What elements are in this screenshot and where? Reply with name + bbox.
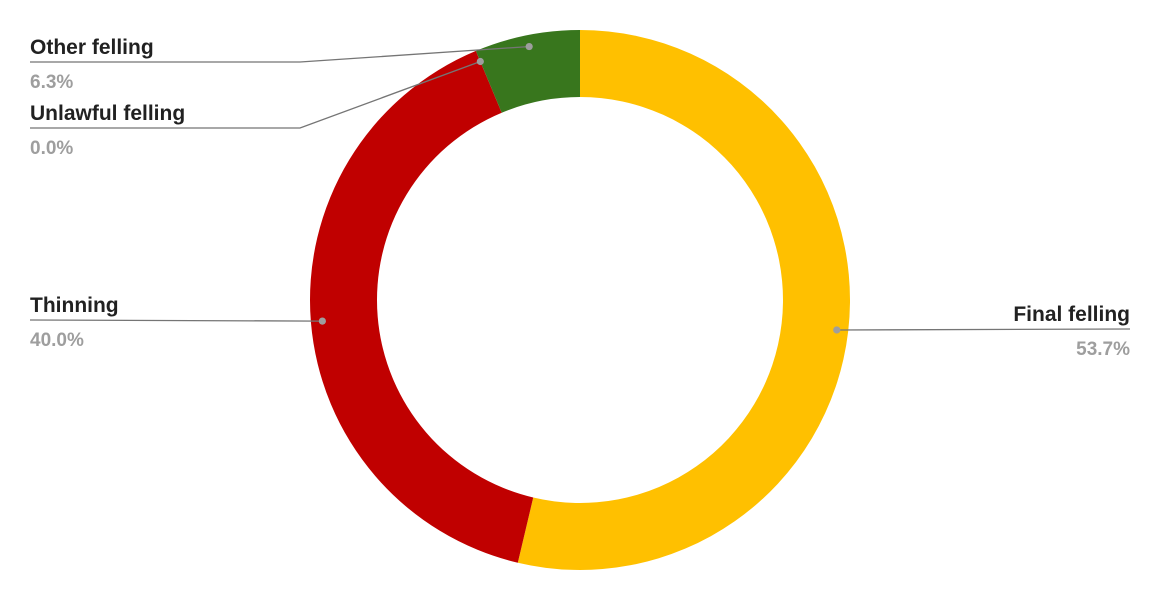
slice-label-other-felling: Other felling — [30, 36, 154, 59]
slice-value-other-felling: 6.3% — [30, 72, 73, 93]
leaders-group — [29, 42, 1131, 334]
leader-dot-other-felling — [525, 42, 533, 51]
slice-value-final-felling: 53.7% — [1076, 339, 1130, 360]
slices-group — [310, 30, 851, 571]
slice-value-unlawful-felling: 0.0% — [30, 138, 73, 159]
leader-dot-thinning — [318, 317, 326, 325]
slice-thinning — [310, 50, 534, 563]
leader-line-unlawful-felling — [30, 60, 481, 129]
leader-line-thinning — [29, 319, 323, 322]
slice-value-thinning: 40.0% — [30, 330, 84, 351]
leader-dot-final-felling — [833, 326, 841, 334]
slice-label-unlawful-felling: Unlawful felling — [30, 102, 185, 125]
slice-label-final-felling: Final felling — [1013, 303, 1130, 326]
slice-final-felling — [517, 30, 851, 571]
leader-line-final-felling — [836, 328, 1131, 331]
leader-dot-unlawful-felling — [476, 57, 484, 66]
slice-label-thinning: Thinning — [30, 294, 119, 317]
labels-group: Final felling 53.7% Thinning 40.0% Unlawful … — [30, 36, 1130, 360]
leader-line-other-felling — [30, 45, 530, 63]
slice-other-felling — [475, 30, 580, 113]
